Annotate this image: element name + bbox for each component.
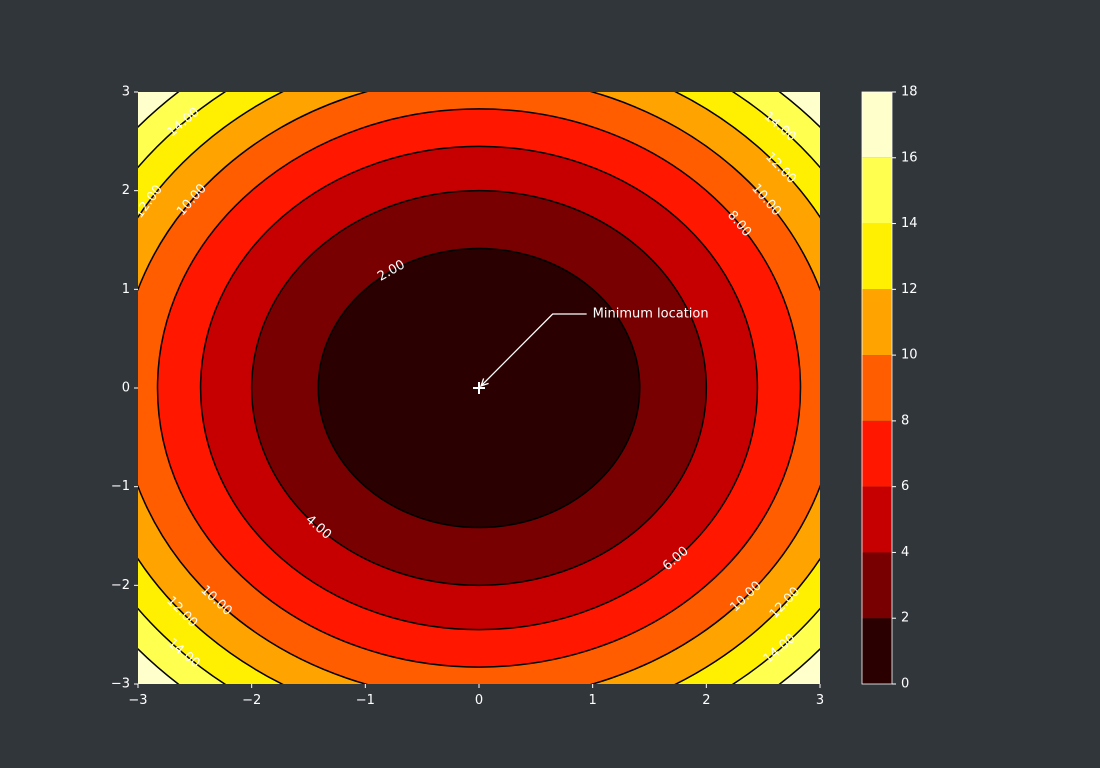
colorbar-segment bbox=[862, 289, 892, 356]
x-tick-label: 2 bbox=[702, 693, 710, 708]
contour-line-2 bbox=[317, 247, 641, 529]
y-tick-label: −1 bbox=[111, 479, 130, 494]
y-tick-label: 1 bbox=[122, 282, 130, 297]
colorbar-tick-label: 8 bbox=[901, 413, 909, 428]
colorbar-frame bbox=[861, 91, 893, 685]
colorbar-segment bbox=[862, 92, 892, 158]
y-tick-label: 0 bbox=[122, 381, 130, 396]
y-tick-label: −2 bbox=[111, 578, 130, 593]
minimum-annotation: Minimum location bbox=[473, 307, 709, 394]
colorbar-tick-label: 0 bbox=[901, 677, 909, 692]
x-tick-label: 1 bbox=[589, 693, 597, 708]
colorbar-tick-label: 4 bbox=[901, 545, 909, 560]
y-axis: −3 −2 −1 0 1 2 3 bbox=[111, 85, 138, 692]
colorbar-segment bbox=[862, 355, 892, 421]
contour-lines bbox=[138, 92, 820, 684]
contour-line-6 bbox=[199, 145, 759, 631]
colorbar-segment bbox=[862, 223, 892, 290]
colorbar-tick-label: 12 bbox=[901, 282, 918, 297]
colorbar-segment bbox=[862, 486, 892, 553]
colorbar-tick-label: 10 bbox=[901, 348, 918, 363]
colorbar-segment bbox=[862, 552, 892, 619]
y-tick-label: 3 bbox=[122, 85, 130, 100]
x-tick-label: −3 bbox=[128, 693, 147, 708]
colorbar-segment bbox=[862, 157, 892, 224]
y-tick-label: −3 bbox=[111, 677, 130, 692]
colorbar-tick-label: 18 bbox=[901, 85, 918, 100]
y-tick-label: 2 bbox=[122, 183, 130, 198]
colorbar-tick-label: 16 bbox=[901, 150, 918, 165]
plot-area bbox=[138, 92, 820, 684]
x-tick-label: −2 bbox=[242, 693, 261, 708]
annotation-arrow bbox=[480, 313, 587, 387]
colorbar: 0 2 4 6 8 10 12 14 16 18 bbox=[861, 85, 918, 692]
x-axis: −3 −2 −1 0 1 2 3 bbox=[128, 684, 824, 708]
annotation-arrow-head bbox=[479, 378, 489, 388]
x-tick-label: −1 bbox=[356, 693, 375, 708]
x-tick-label: 0 bbox=[475, 693, 483, 708]
colorbar-tick-label: 2 bbox=[901, 611, 909, 626]
colorbar-segment bbox=[862, 618, 892, 684]
annotation-label: Minimum location bbox=[593, 307, 709, 322]
colorbar-tick-label: 6 bbox=[901, 479, 909, 494]
contour-line-8 bbox=[156, 108, 802, 668]
contour-line-4 bbox=[250, 189, 708, 587]
colorbar-segment bbox=[862, 420, 892, 487]
colorbar-tick-label: 14 bbox=[901, 216, 918, 231]
x-tick-label: 3 bbox=[816, 693, 824, 708]
